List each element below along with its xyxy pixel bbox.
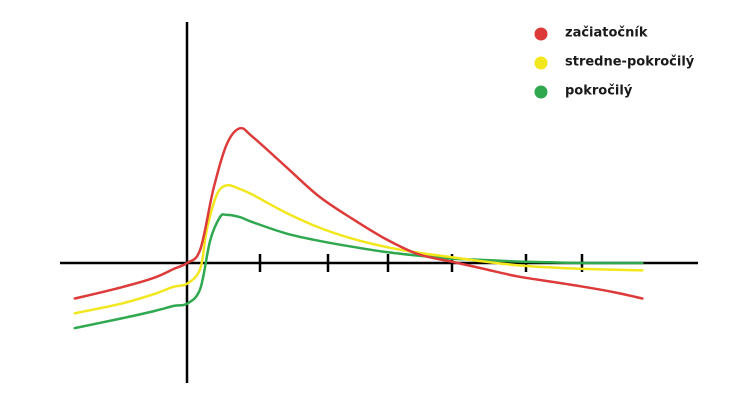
legend-marker bbox=[534, 56, 548, 70]
legend-label: pokročilý bbox=[565, 84, 633, 99]
legend: začiatočník stredne-pokročilý pokročilý bbox=[534, 26, 695, 99]
series-line-3 bbox=[73, 213, 644, 330]
series-line-1 bbox=[73, 126, 644, 300]
series-lines bbox=[73, 126, 644, 330]
legend-marker bbox=[534, 85, 548, 99]
legend-label: stredne-pokročilý bbox=[565, 55, 695, 70]
series-line-2 bbox=[73, 183, 644, 315]
legend-marker bbox=[534, 27, 548, 41]
legend-label: začiatočník bbox=[565, 26, 648, 41]
axes bbox=[60, 22, 698, 383]
